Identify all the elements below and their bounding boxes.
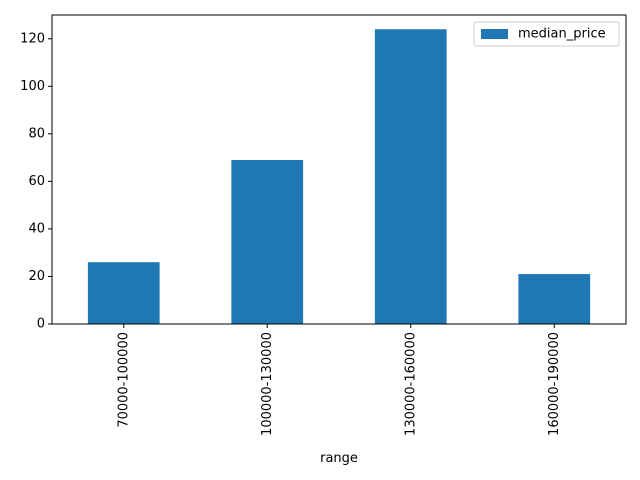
y-tick-label: 120 (20, 31, 45, 46)
y-tick-label: 100 (20, 79, 45, 94)
y-tick-label: 80 (28, 126, 45, 141)
x-axis: 70000-100000 100000-130000 130000-160000 16… (116, 324, 562, 436)
legend-swatch (481, 29, 508, 39)
legend-label: median_price (518, 27, 606, 42)
bar-100000-130000 (231, 159, 304, 324)
plot-frame (51, 14, 627, 325)
y-tick-label: 20 (28, 269, 45, 284)
y-tick-label: 40 (28, 221, 45, 236)
x-tick-label: 100000-130000 (260, 332, 275, 436)
bar-130000-160000 (374, 29, 447, 325)
y-axis: 0 20 40 60 80 100 120 (20, 31, 52, 332)
x-tick-label: 130000-160000 (403, 332, 418, 436)
bar-160000-190000 (518, 274, 591, 324)
legend: median_price (473, 21, 620, 47)
bar-70000-100000 (87, 262, 160, 324)
bars-layer (87, 29, 591, 325)
x-tick-label: 70000-100000 (116, 332, 131, 428)
x-axis-title: range (320, 451, 358, 466)
y-tick-label: 0 (37, 317, 45, 332)
x-tick-label: 160000-190000 (547, 332, 562, 436)
legend-box (473, 21, 620, 47)
y-tick-label: 60 (28, 174, 45, 189)
